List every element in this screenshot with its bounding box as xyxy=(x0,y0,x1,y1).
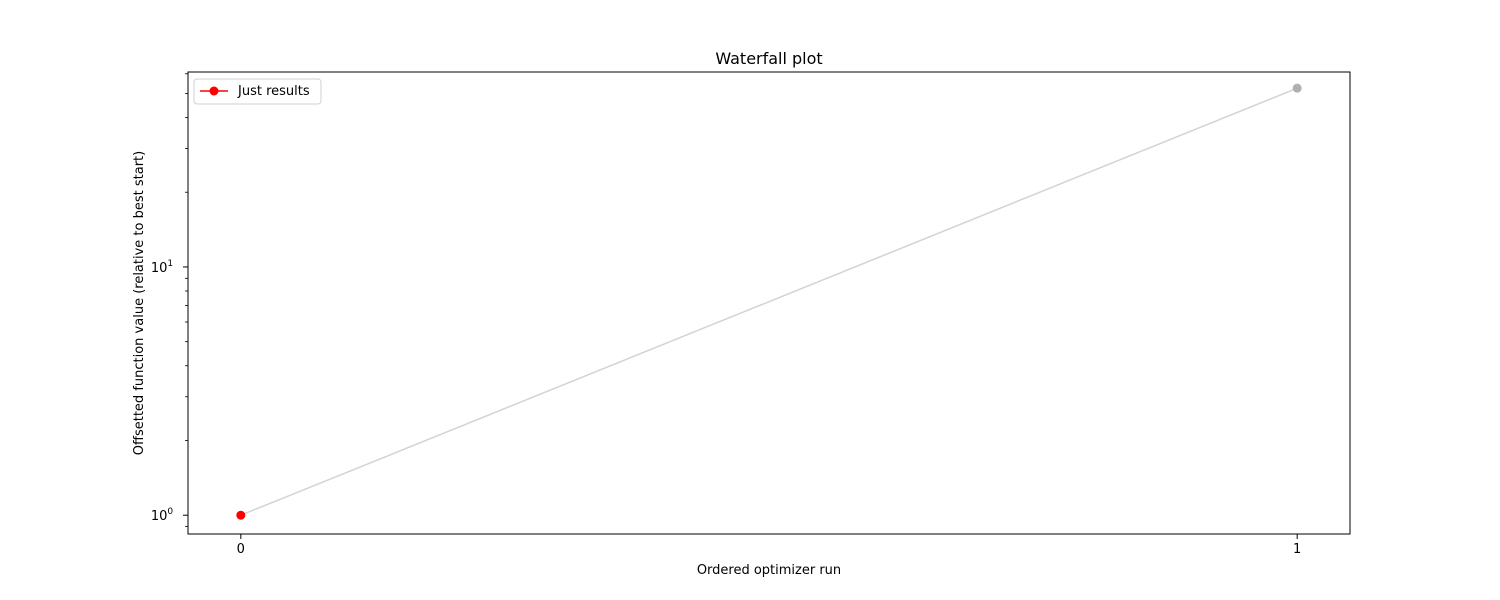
data-point-0 xyxy=(236,510,246,520)
x-axis-label: Ordered optimizer run xyxy=(697,563,841,578)
legend-entry-label: Just results xyxy=(237,84,310,99)
data-point-1 xyxy=(1292,83,1302,93)
legend-box xyxy=(193,78,322,105)
series-line xyxy=(240,87,1298,516)
legend-dot-marker xyxy=(209,86,219,96)
legend: Just results xyxy=(193,78,322,105)
axes-frame xyxy=(187,71,1351,535)
y-axis-label: Offsetted function value (relative to be… xyxy=(132,151,147,455)
chart-title: Waterfall plot xyxy=(715,49,822,68)
x-tick-label-0: 0 xyxy=(237,542,245,557)
x-tick-label-1: 1 xyxy=(1293,542,1301,557)
plot-area xyxy=(236,83,1302,520)
